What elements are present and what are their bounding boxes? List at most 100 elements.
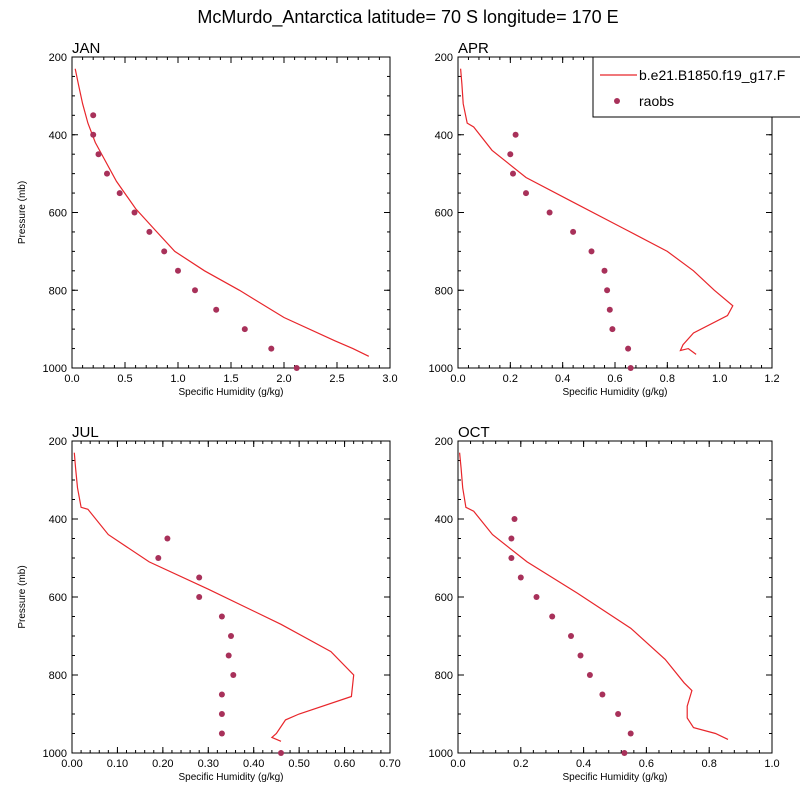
raobs-point [161,248,168,255]
x-tick-label: 0.40 [243,758,264,770]
y-tick-label: 600 [435,208,453,220]
raobs-point [588,248,595,255]
x-tick-label: 0.8 [702,758,717,770]
x-tick-label: 3.0 [382,373,397,385]
model-line-jan [74,68,370,357]
legend: b.e21.B1850.f19_g17.F raobs [592,56,800,118]
x-tick-label: 1.0 [170,373,185,385]
panel-jan: JAN 0.0 0.5 1.0 1.5 2.0 2.5 3.0 200 400 600 800 1000… [17,40,398,398]
x-axis-title: Specific Humidity (g/kg) [178,772,283,783]
figure-title: McMurdo_Antarctica latitude= 70 S longit… [197,7,618,28]
raobs-point [507,151,514,158]
raobs-point [196,574,203,581]
x-tick-label: 0.0 [450,373,465,385]
raobs-point [95,151,102,158]
raobs-point [192,287,198,294]
raobs-point [508,555,515,561]
panel-title: JAN [72,40,100,57]
x-tick-label: 1.5 [223,373,238,385]
raobs-point [568,633,574,639]
raobs-point [228,633,234,639]
y-tick-label: 1000 [429,748,453,760]
legend-obs-marker [614,98,620,104]
raobs-point [604,287,611,294]
y-tick-label: 400 [49,514,67,526]
y-axis-title: Pressure (mb) [17,565,28,628]
raobs-point [570,228,577,235]
raobs-point [131,209,138,216]
x-tick-label: 0.6 [639,758,654,770]
y-tick-label: 800 [435,285,453,297]
x-tick-label: 0.2 [503,373,518,385]
model-line-apr [460,68,734,355]
y-tick-label: 800 [49,285,67,297]
x-tick-label: 0.4 [555,373,570,385]
raobs-point [90,131,97,138]
raobs-point [546,209,553,216]
raobs-point [278,750,284,756]
raobs-point [225,652,232,659]
y-tick-label: 600 [49,592,67,604]
x-tick-label: 0.00 [61,758,82,770]
legend-box [592,56,800,118]
y-tick-label: 1000 [429,363,453,375]
raobs-point [218,691,225,698]
raobs-point [601,267,608,274]
y-tick-label: 1000 [43,363,67,375]
x-tick-label: 0.2 [513,758,528,770]
y-tick-label: 1000 [43,748,67,760]
raobs-point [625,345,632,352]
raobs-point [218,730,225,737]
raobs-point [230,672,237,678]
raobs-point [533,594,540,600]
raobs-point [512,131,519,138]
panel-title: APR [458,40,489,57]
raobs-point [268,345,275,352]
y-tick-label: 600 [435,592,453,604]
raobs-point [155,555,162,561]
plot-frame [71,440,391,754]
x-tick-label: 1.0 [712,373,727,385]
y-tick-label: 200 [435,436,453,448]
raobs-point [213,306,220,313]
y-tick-label: 200 [435,52,453,64]
panel-oct: OCT 0.0 0.2 0.4 0.6 0.8 1.0 200 400 600 800 1000 Spe… [429,424,780,783]
legend-obs-label: raobs [639,93,674,109]
raobs-point [606,306,613,313]
x-tick-label: 0.0 [64,373,79,385]
x-axis-title: Specific Humidity (g/kg) [178,387,283,398]
y-tick-label: 200 [49,52,67,64]
x-tick-label: 2.5 [329,373,344,385]
raobs-point [609,326,616,333]
x-tick-label: 0.5 [117,373,132,385]
raobs-point [523,190,529,197]
raobs-point [517,574,524,581]
legend-model-label: b.e21.B1850.f19_g17.F [639,67,785,83]
raobs-point [511,516,518,522]
raobs-point [241,326,248,333]
panel-title: OCT [458,424,490,441]
y-tick-label: 200 [49,436,67,448]
raobs-point [621,750,628,756]
raobs-point [293,365,300,371]
x-tick-label: 0.20 [152,758,173,770]
raobs-point [627,365,634,371]
x-tick-label: 0.50 [288,758,309,770]
x-tick-label: 0.6 [607,373,622,385]
x-tick-label: 0.4 [576,758,591,770]
y-axis-title: Pressure (mb) [17,181,28,244]
raobs-point [90,112,97,119]
raobs-point [586,672,593,678]
panel-jul: JUL 0.00 0.10 0.20 0.30 0.40 0.50 0.60 0.70 200 40… [17,424,401,783]
raobs-point [146,228,153,235]
raobs-point [577,652,584,659]
model-line-oct [459,452,729,740]
raobs-point [510,170,516,177]
x-axis-title: Specific Humidity (g/kg) [562,772,667,783]
raobs-point [116,190,123,197]
x-tick-label: 1.0 [764,758,779,770]
raobs-point [218,711,225,717]
raobs-point [599,691,606,698]
x-tick-label: 2.0 [276,373,291,385]
x-tick-label: 0.60 [334,758,355,770]
